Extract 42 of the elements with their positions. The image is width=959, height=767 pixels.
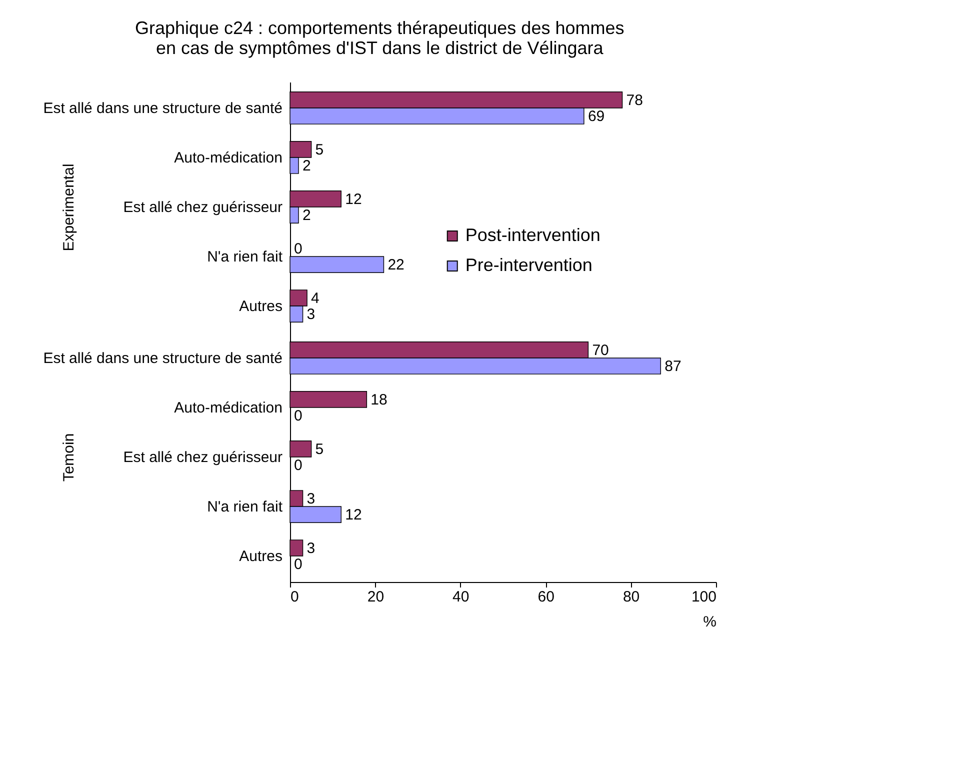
data-label: 3 — [306, 490, 316, 508]
y-tick-label: Auto-médication — [174, 149, 282, 166]
y-tick-label: N'a rien fait — [207, 248, 284, 266]
data-label: 69 — [588, 108, 605, 126]
data-label: 3 — [306, 306, 316, 324]
x-tick-label: 20 — [367, 588, 384, 606]
x-axis-title: % — [703, 614, 716, 630]
y-tick-label: Autres — [239, 548, 282, 566]
y-tick-label: Autres — [239, 298, 282, 316]
data-label: 0 — [294, 408, 302, 425]
y-tick-label: N'a rien fait — [207, 498, 284, 516]
data-label: 4 — [311, 290, 320, 307]
chart-title: Graphique c24 : comportements thérapeutiques des hommes en cas de symptômes d'IST dans le district de Vélingara — [134, 18, 624, 58]
y-tick-label: Est allé chez guérisseur — [123, 199, 282, 216]
y-axis-title: Experimental — [60, 164, 78, 252]
data-label: 0 — [294, 457, 302, 474]
data-label: 5 — [315, 440, 324, 458]
y-tick-label: Est allé dans une structure de santé — [43, 100, 282, 117]
data-label: 12 — [345, 190, 362, 208]
x-tick-label: 0 — [290, 588, 299, 606]
y-tick-label: Est allé chez guérisseur — [123, 449, 282, 466]
x-tick-label: 40 — [452, 588, 470, 606]
x-tick-label: 100 — [691, 588, 716, 606]
legend-label: Pre-intervention — [465, 255, 592, 275]
data-label: 22 — [388, 256, 404, 274]
data-label: 87 — [664, 358, 682, 376]
data-label: 18 — [370, 391, 388, 408]
data-label: 2 — [302, 158, 311, 175]
legend-label: Post-intervention — [465, 225, 600, 245]
y-tick-label: Auto-médication — [174, 399, 282, 416]
y-axis-title: Temoin — [60, 433, 78, 482]
data-label: 2 — [302, 207, 311, 224]
data-label: 0 — [294, 240, 302, 258]
data-label: 3 — [306, 540, 316, 557]
x-tick-label: 80 — [622, 588, 640, 606]
data-label: 12 — [345, 506, 362, 524]
data-label: 70 — [592, 342, 609, 359]
y-tick-label: Est allé dans une structure de santé — [43, 350, 282, 367]
data-label: 78 — [626, 92, 643, 109]
x-tick-label: 60 — [538, 588, 554, 606]
data-label: 0 — [294, 556, 302, 574]
data-label: 5 — [315, 141, 324, 158]
